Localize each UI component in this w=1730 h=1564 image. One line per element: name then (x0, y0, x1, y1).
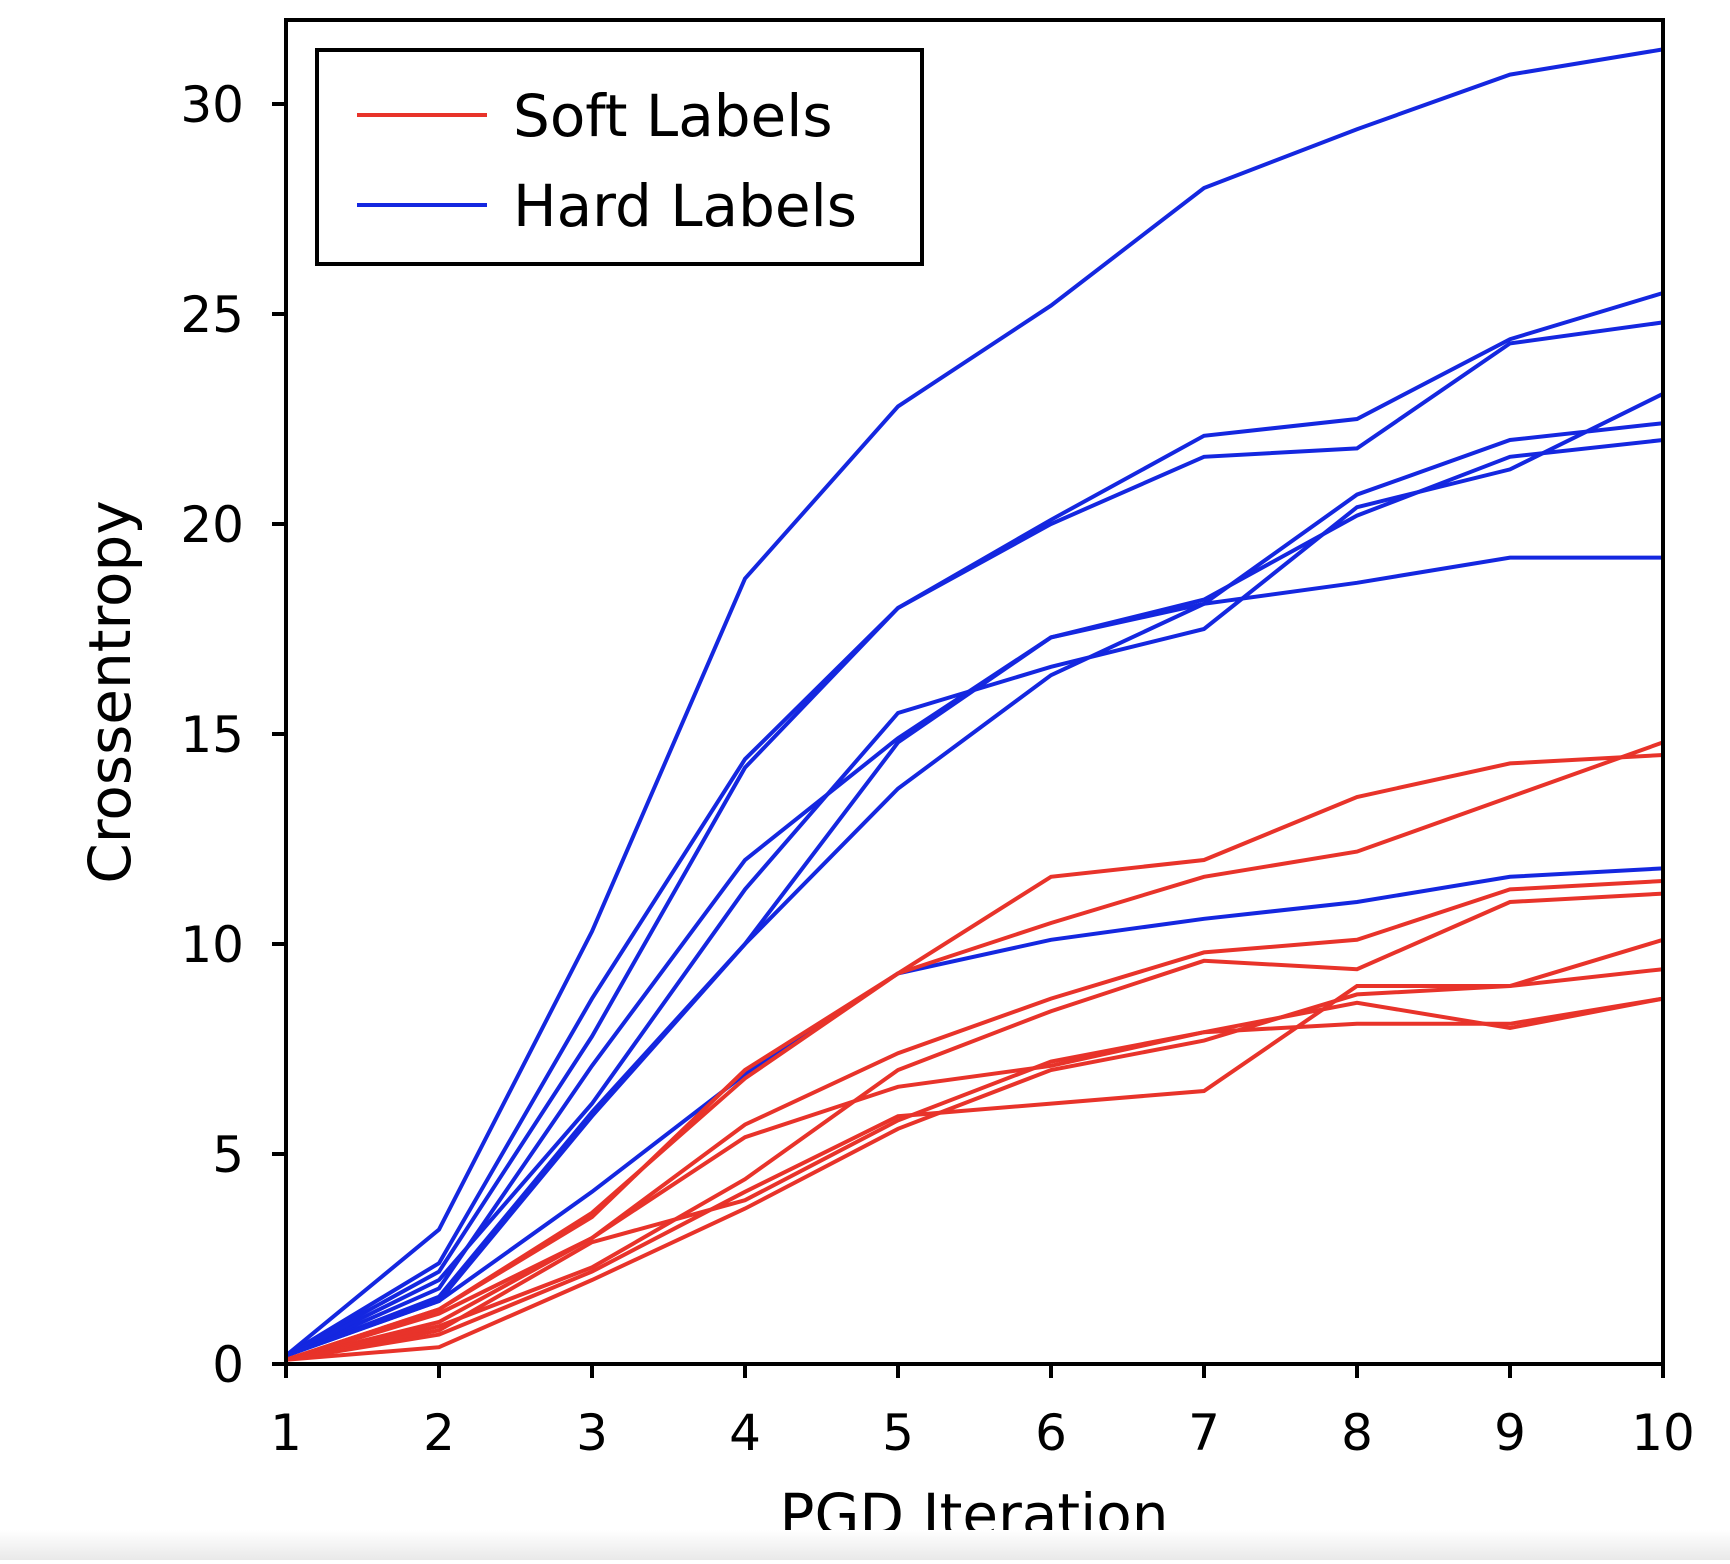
x-tick-label: 7 (1188, 1404, 1220, 1462)
y-tick-label: 20 (180, 496, 244, 554)
series-line-soft-labels-13 (285, 891, 1664, 1362)
series-line-soft-labels-14 (285, 996, 1664, 1362)
x-tick-label: 10 (1631, 1404, 1695, 1462)
y-tick-label: 10 (180, 916, 244, 974)
series-line-soft-labels-9 (285, 753, 1664, 1362)
legend-box (315, 48, 924, 266)
series-line-hard-labels-8 (285, 866, 1664, 1358)
x-tick-label: 1 (270, 1404, 302, 1462)
series-line-soft-labels-16 (285, 967, 1664, 1362)
y-axis: 0 5 10 15 20 25 30 (180, 76, 286, 1394)
x-tick-label: 9 (1494, 1404, 1526, 1462)
y-tick-label: 0 (212, 1336, 244, 1394)
bottom-fade (0, 1530, 1730, 1560)
x-tick-label: 5 (882, 1404, 914, 1462)
y-axis-label: Crossentropy (76, 500, 144, 883)
series-line-soft-labels-11 (285, 879, 1664, 1362)
x-tick-label: 3 (576, 1404, 608, 1462)
y-tick-label: 5 (212, 1126, 244, 1184)
series-line-hard-labels-7 (285, 555, 1663, 1358)
x-tick-label: 2 (423, 1404, 455, 1462)
plot-frame (284, 18, 1665, 1366)
series-line-soft-labels-10 (285, 740, 1664, 1362)
series-line-hard-labels-1 (284, 47, 1664, 1358)
series-line-hard-labels-6 (285, 438, 1664, 1358)
x-tick-label: 4 (729, 1404, 761, 1462)
series-line-soft-labels-15 (285, 937, 1664, 1362)
series-line-hard-labels-2 (284, 291, 1664, 1358)
series-line-hard-labels-3 (285, 320, 1664, 1358)
legend-label-hard-labels: Hard Labels (513, 172, 857, 240)
legend: Soft Labels Hard Labels (315, 48, 924, 266)
x-tick-label: 6 (1035, 1404, 1067, 1462)
series-line-soft-labels-12 (285, 996, 1664, 1362)
series-layer (284, 47, 1664, 1362)
y-tick-label: 15 (180, 706, 244, 764)
legend-label-soft-labels: Soft Labels (513, 82, 833, 150)
x-tick-label: 8 (1341, 1404, 1373, 1462)
y-tick-label: 30 (180, 76, 244, 134)
x-axis: 1 2 3 4 5 6 7 8 9 10 (270, 1364, 1695, 1462)
y-tick-label: 25 (180, 286, 244, 344)
